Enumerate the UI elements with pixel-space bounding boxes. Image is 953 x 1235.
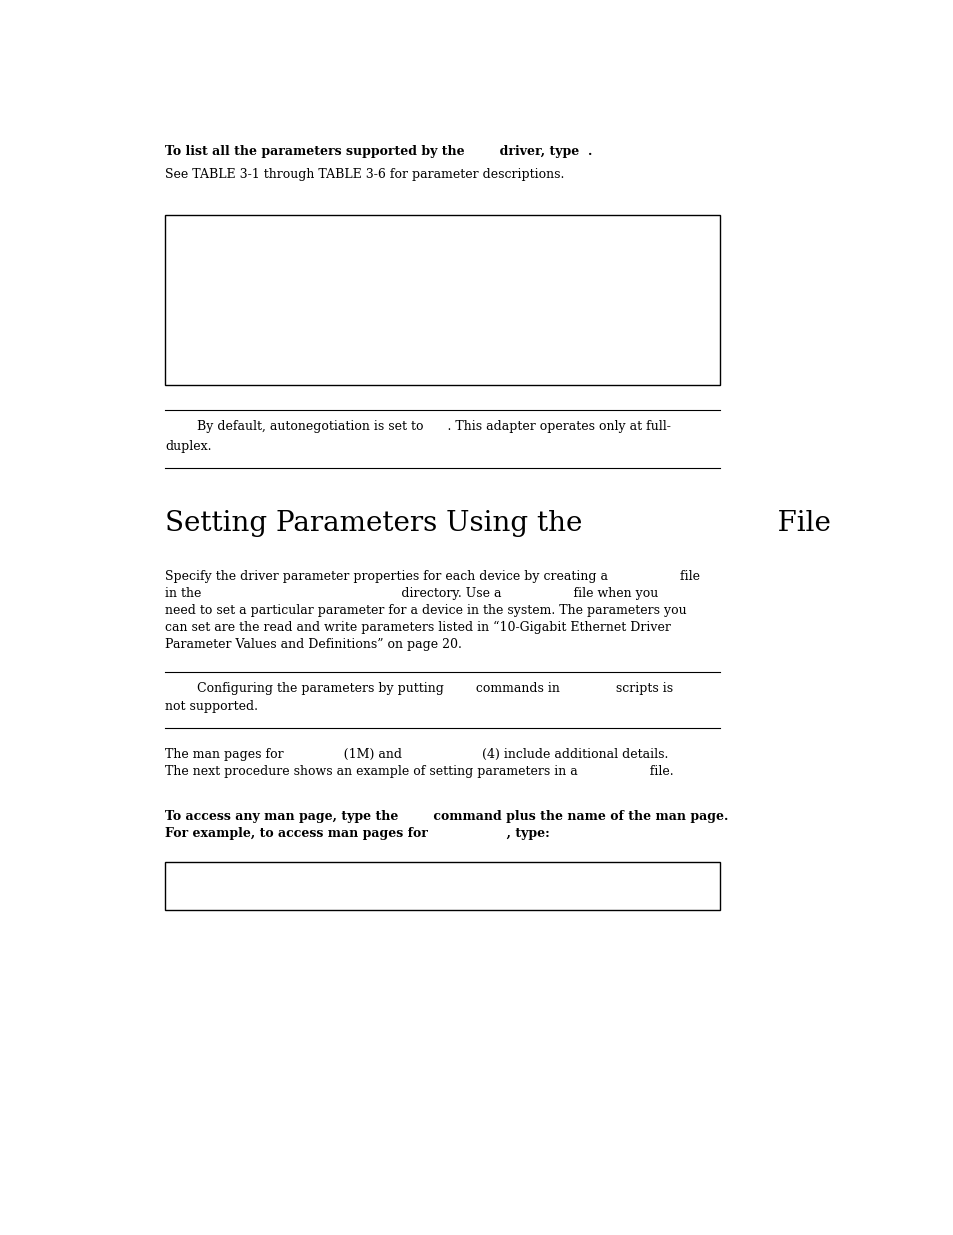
Text: By default, autonegotiation is set to      . This adapter operates only at full-: By default, autonegotiation is set to . …	[165, 420, 670, 433]
Text: Configuring the parameters by putting        commands in              scripts is: Configuring the parameters by putting co…	[165, 682, 673, 695]
Bar	[165, 215, 720, 385]
Text: Setting Parameters Using the                      File: Setting Parameters Using the File	[165, 510, 830, 537]
Text: To access any man page, type the        command plus the name of the man page.: To access any man page, type the command…	[165, 810, 727, 823]
Text: can set are the read and write parameters listed in “10-Gigabit Ethernet Driver: can set are the read and write parameter…	[165, 621, 670, 635]
Text: duplex.: duplex.	[165, 440, 212, 453]
Text: See TABLE 3-1 through TABLE 3-6 for parameter descriptions.: See TABLE 3-1 through TABLE 3-6 for para…	[165, 168, 564, 182]
Text: in the                                                  directory. Use a        : in the directory. Use a	[165, 587, 658, 600]
Text: The man pages for               (1M) and                    (4) include addition: The man pages for (1M) and (4) include a…	[165, 748, 668, 761]
Text: The next procedure shows an example of setting parameters in a                  : The next procedure shows an example of s…	[165, 764, 673, 778]
Text: Parameter Values and Definitions” on page 20.: Parameter Values and Definitions” on pag…	[165, 638, 461, 651]
Text: Specify the driver parameter properties for each device by creating a           : Specify the driver parameter properties …	[165, 571, 700, 583]
Text: To list all the parameters supported by the        driver, type  .: To list all the parameters supported by …	[165, 144, 592, 158]
Bar	[165, 862, 720, 910]
Text: need to set a particular parameter for a device in the system. The parameters yo: need to set a particular parameter for a…	[165, 604, 686, 618]
Text: not supported.: not supported.	[165, 700, 257, 713]
Text: For example, to access man pages for                  , type:: For example, to access man pages for , t…	[165, 827, 549, 840]
